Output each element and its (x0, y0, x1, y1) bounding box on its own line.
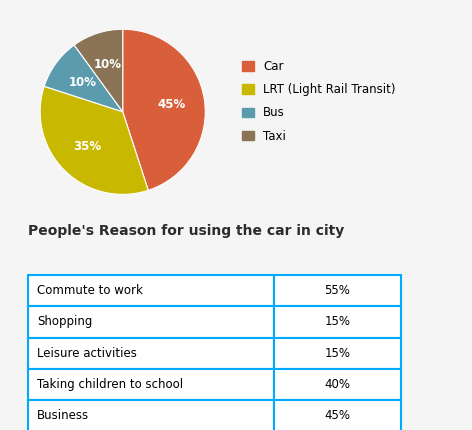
Bar (274, 338, 401, 369)
Bar (28, 306, 274, 338)
Bar (28, 275, 274, 306)
Text: 45%: 45% (324, 409, 351, 422)
Wedge shape (74, 29, 123, 112)
Text: 35%: 35% (74, 140, 102, 154)
Wedge shape (44, 45, 123, 112)
Text: Leisure activities: Leisure activities (37, 347, 137, 359)
Bar (274, 306, 401, 338)
Text: 10%: 10% (68, 76, 97, 89)
Text: 45%: 45% (158, 98, 186, 111)
Text: Taking children to school: Taking children to school (37, 378, 183, 391)
Text: People's Reason for using the car in city: People's Reason for using the car in cit… (28, 224, 345, 238)
Bar (28, 338, 274, 369)
Text: 15%: 15% (324, 316, 351, 329)
Text: 55%: 55% (325, 284, 350, 297)
Text: Business: Business (37, 409, 89, 422)
Text: 15%: 15% (324, 347, 351, 359)
Bar (28, 400, 274, 430)
Wedge shape (40, 86, 148, 194)
Legend: Car, LRT (Light Rail Transit), Bus, Taxi: Car, LRT (Light Rail Transit), Bus, Taxi (242, 61, 396, 142)
Bar (274, 275, 401, 306)
Text: Shopping: Shopping (37, 316, 92, 329)
Bar (274, 369, 401, 400)
Text: Commute to work: Commute to work (37, 284, 143, 297)
Text: 40%: 40% (324, 378, 351, 391)
Bar (28, 369, 274, 400)
Bar (274, 400, 401, 430)
Text: 10%: 10% (93, 58, 121, 71)
Wedge shape (123, 29, 205, 190)
